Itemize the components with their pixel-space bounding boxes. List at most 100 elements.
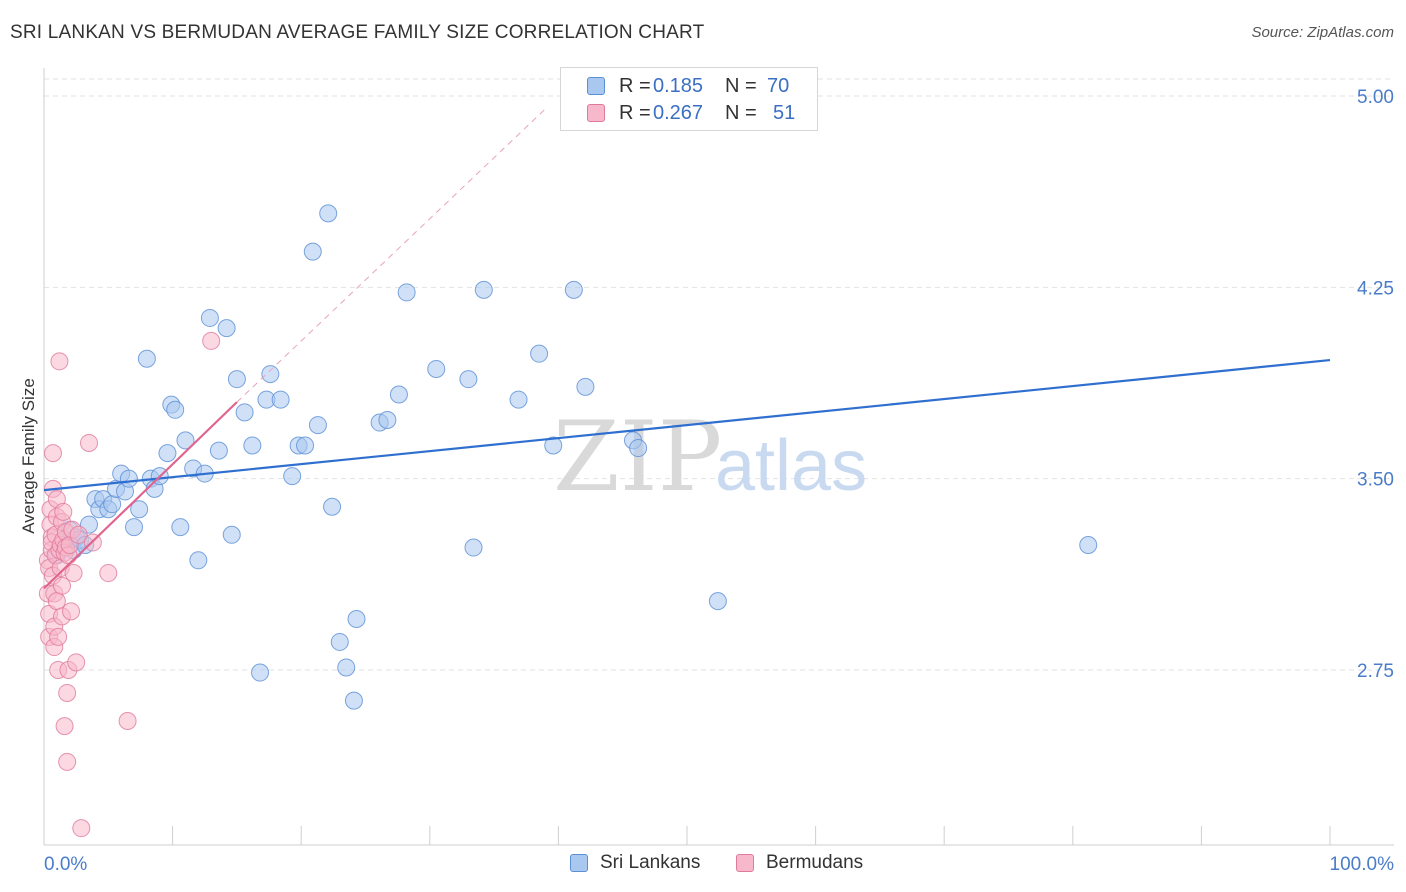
x-tick-label: 100.0%	[1330, 854, 1395, 875]
series-label-sri-lankans: Sri Lankans	[600, 852, 701, 873]
series-legend-bermudans[interactable]: Bermudans	[736, 852, 863, 874]
point-bermudans	[72, 819, 91, 838]
point-sri-lankans	[137, 349, 156, 368]
point-sri-lankans	[166, 400, 185, 419]
axes	[43, 68, 1394, 846]
point-sri-lankans	[261, 365, 280, 384]
point-sri-lankans	[130, 500, 149, 519]
trend-extension-bermudans	[236, 108, 546, 403]
legend-n-label: N =	[725, 101, 757, 124]
watermark-atlas-text: atlas	[715, 426, 867, 506]
point-sri-lankans	[564, 280, 583, 299]
point-sri-lankans	[103, 495, 122, 514]
point-sri-lankans	[708, 592, 727, 611]
point-bermudans	[202, 331, 221, 350]
y-tick-label: 3.50	[1357, 470, 1394, 491]
point-sri-lankans	[200, 308, 219, 327]
point-sri-lankans	[337, 658, 356, 677]
point-bermudans	[58, 683, 77, 702]
point-sri-lankans	[464, 538, 483, 557]
series-label-bermudans: Bermudans	[766, 852, 864, 873]
point-sri-lankans	[222, 525, 241, 544]
point-sri-lankans	[308, 416, 327, 435]
point-sri-lankans	[158, 444, 177, 463]
point-bermudans	[55, 717, 74, 736]
y-tick-label: 4.25	[1357, 278, 1394, 299]
point-bermudans	[99, 564, 118, 583]
point-bermudans	[50, 352, 69, 371]
point-sri-lankans	[459, 370, 478, 389]
series-legend: Sri Lankans Bermudans	[0, 852, 1406, 878]
point-sri-lankans	[296, 436, 315, 455]
point-sri-lankans	[251, 663, 270, 682]
x-tick-label: 0.0%	[44, 854, 87, 875]
point-sri-lankans	[217, 319, 236, 338]
series-swatch-bermudans	[736, 854, 754, 872]
series-legend-sri-lankans[interactable]: Sri Lankans	[570, 852, 700, 874]
point-bermudans	[58, 752, 77, 771]
point-bermudans	[67, 653, 86, 672]
series-swatch-sri-lankans	[570, 854, 588, 872]
legend-swatch-bermudans	[587, 104, 605, 122]
source-label: Source: ZipAtlas.com	[1251, 24, 1394, 41]
watermark: ZIP atlas	[553, 401, 867, 513]
point-bermudans	[53, 576, 72, 595]
point-bermudans	[44, 444, 63, 463]
point-sri-lankans	[378, 410, 397, 429]
point-sri-lankans	[347, 609, 366, 628]
point-sri-lankans	[397, 283, 416, 302]
point-sri-lankans	[629, 439, 648, 458]
legend-swatch-sri-lankans	[587, 77, 605, 95]
point-bermudans	[47, 592, 66, 611]
point-sri-lankans	[235, 403, 254, 422]
legend-n-label: N =	[725, 74, 757, 97]
x-tick-labels: 0.0% 100.0%	[44, 854, 1394, 875]
point-sri-lankans	[176, 431, 195, 450]
point-sri-lankans	[171, 518, 190, 537]
point-sri-lankans	[344, 691, 363, 710]
point-sri-lankans	[209, 441, 228, 460]
point-bermudans	[54, 502, 73, 521]
point-sri-lankans	[271, 390, 290, 409]
point-sri-lankans	[319, 204, 338, 223]
point-bermudans	[49, 627, 68, 646]
trend-line-sri-lankans	[43, 358, 1331, 492]
point-sri-lankans	[1079, 535, 1098, 554]
point-sri-lankans	[323, 497, 342, 516]
legend-r-label: R =	[619, 101, 651, 124]
point-sri-lankans	[389, 385, 408, 404]
legend-row-bermudans: R = 0.267 N = 51	[561, 100, 795, 126]
data-points	[38, 204, 1098, 838]
legend-r-value: 0.267	[653, 101, 704, 124]
point-sri-lankans	[530, 344, 549, 363]
point-sri-lankans	[243, 436, 262, 455]
trend-line-bermudans	[43, 401, 238, 590]
y-tick-label: 2.75	[1357, 661, 1394, 682]
point-bermudans	[69, 525, 88, 544]
point-bermudans	[118, 712, 137, 731]
point-sri-lankans	[189, 551, 208, 570]
y-tick-label: 5.00	[1357, 87, 1394, 108]
point-sri-lankans	[576, 377, 595, 396]
point-sri-lankans	[283, 467, 302, 486]
legend-r-label: R =	[619, 74, 651, 97]
point-sri-lankans	[119, 469, 138, 488]
point-bermudans	[80, 433, 99, 452]
point-sri-lankans	[227, 370, 246, 389]
point-sri-lankans	[125, 518, 144, 537]
trend-lines	[43, 108, 1331, 590]
point-bermudans	[62, 602, 81, 621]
legend-row-sri-lankans: R = 0.185 N = 70	[561, 73, 789, 99]
legend-n-value: 51	[773, 101, 796, 124]
point-sri-lankans	[303, 242, 322, 261]
point-sri-lankans	[427, 359, 446, 378]
point-sri-lankans	[330, 632, 349, 651]
legend-r-value: 0.185	[653, 74, 704, 97]
point-bermudans	[64, 564, 83, 583]
correlation-legend: R = 0.185 N = 70 R = 0.267 N = 51	[560, 67, 818, 131]
chart-title: SRI LANKAN VS BERMUDAN AVERAGE FAMILY SI…	[10, 22, 705, 43]
point-sri-lankans	[474, 280, 493, 299]
legend-n-value: 70	[767, 74, 790, 97]
y-axis-label: Average Family Size	[19, 378, 38, 534]
